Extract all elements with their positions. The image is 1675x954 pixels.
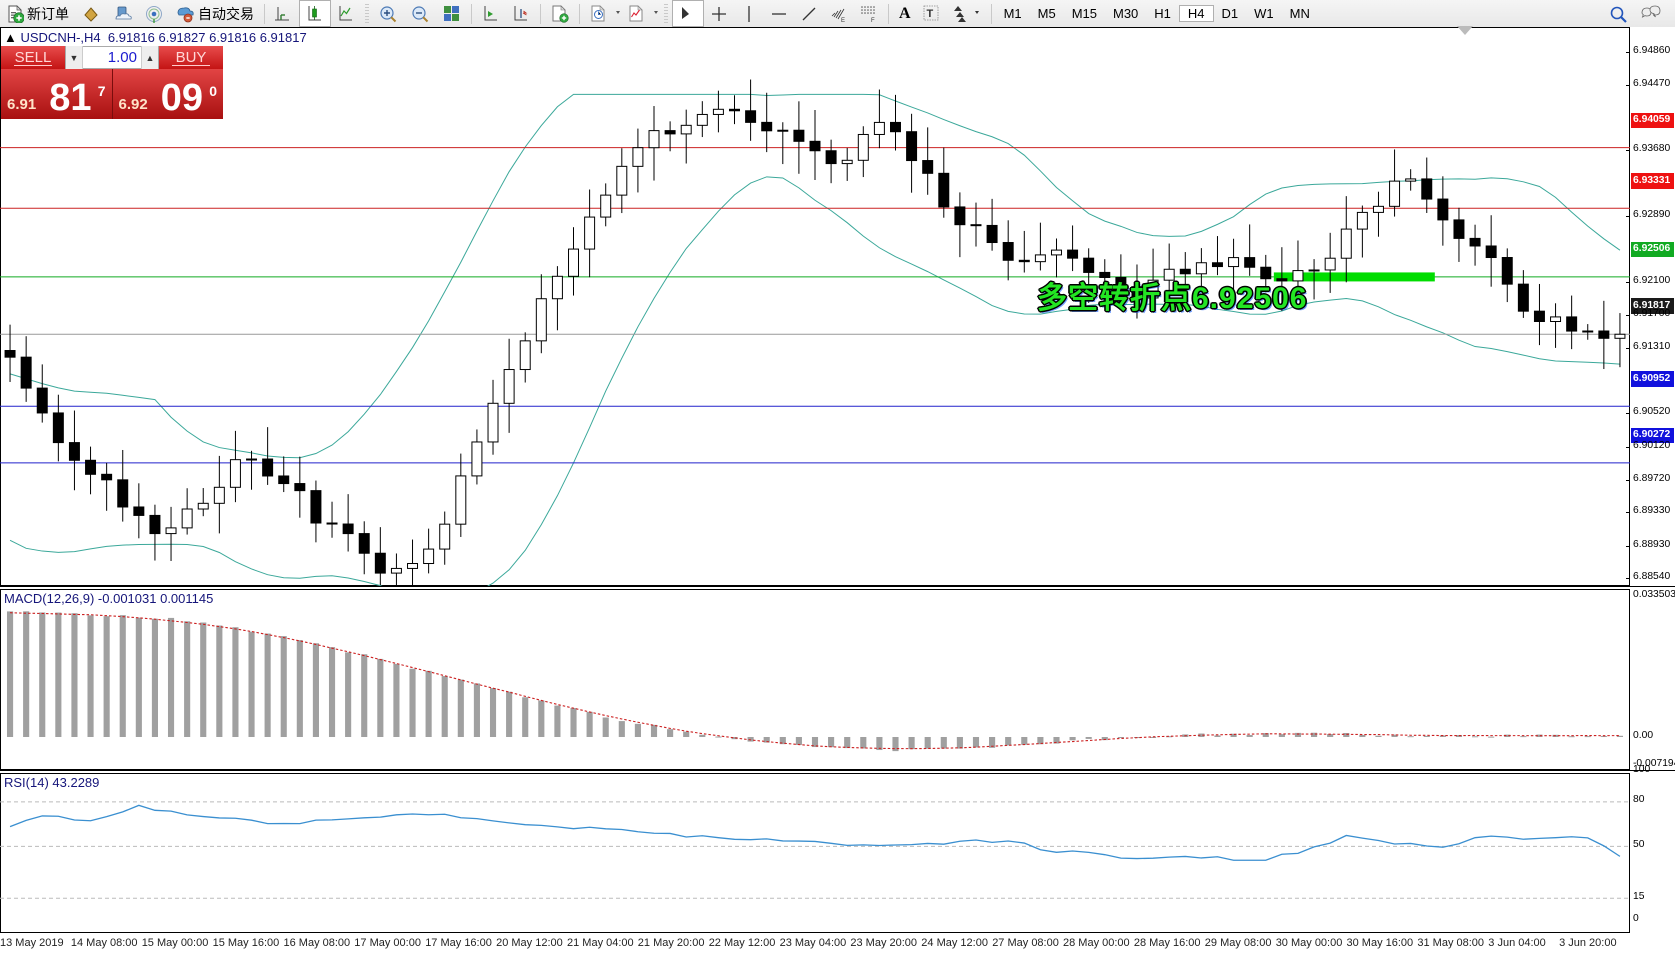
- svg-text:E: E: [841, 18, 845, 23]
- svg-text:F: F: [871, 18, 875, 23]
- svg-text:T: T: [926, 8, 933, 20]
